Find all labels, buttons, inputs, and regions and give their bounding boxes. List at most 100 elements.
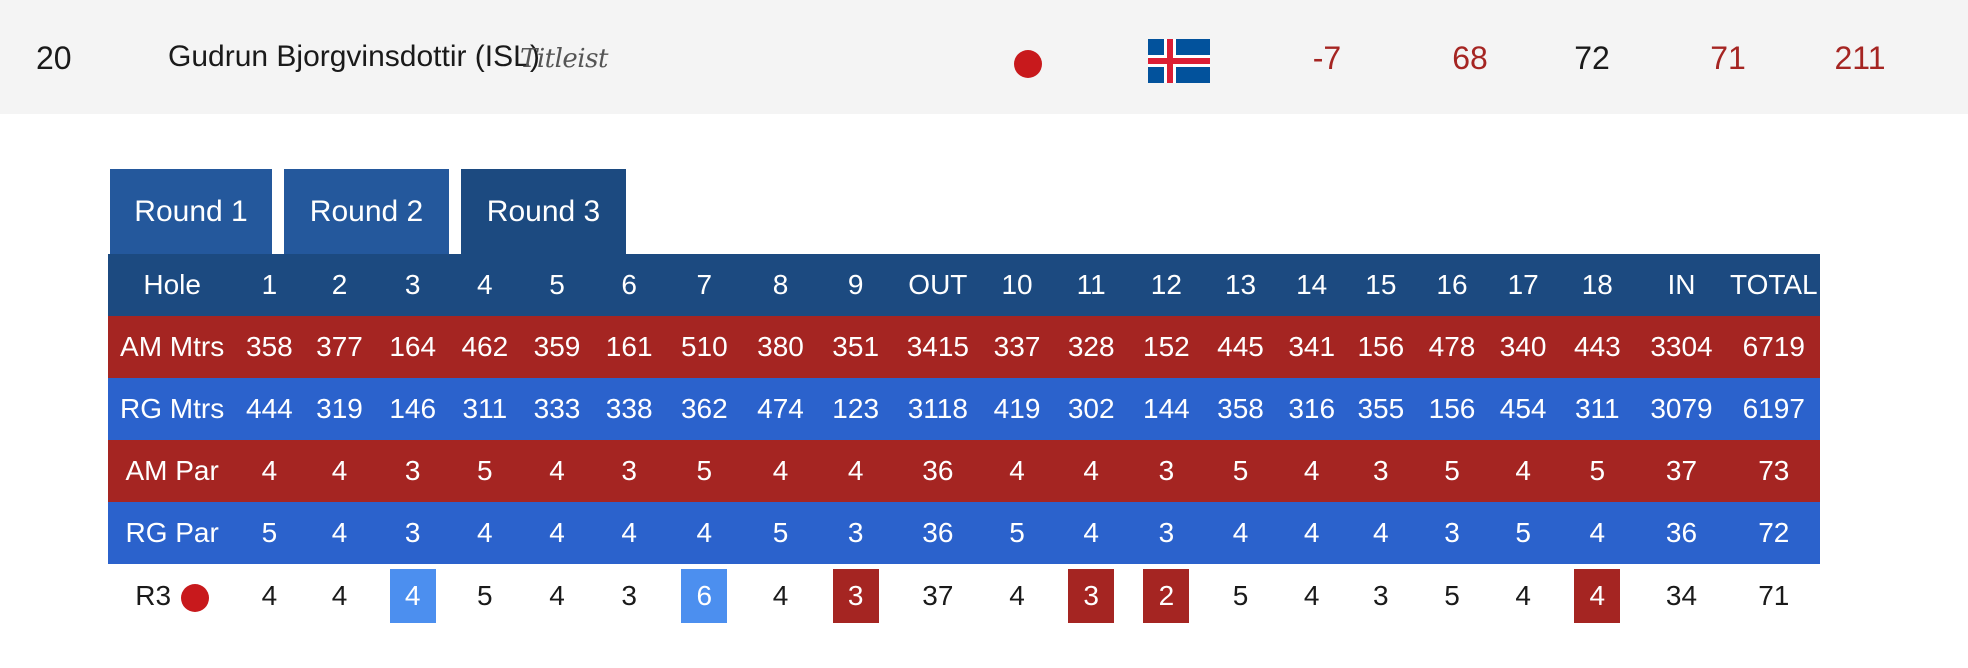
- scorecard-cell: 340: [1487, 316, 1560, 378]
- tab-round-3[interactable]: Round 3: [461, 169, 626, 254]
- over-par-score: 4: [389, 569, 436, 623]
- scorecard-cell: 3118: [893, 378, 982, 440]
- scorecard-cell: 319: [302, 378, 377, 440]
- under-par-score: 4: [1574, 569, 1621, 623]
- scorecard-cell: 164: [376, 316, 449, 378]
- scorecard-cell: OUT: [893, 254, 982, 316]
- player-summary-row[interactable]: 20 Gudrun Bjorgvinsdottir (ISL) Titleist…: [0, 0, 1968, 114]
- score-value: 4: [331, 580, 348, 611]
- row-label: AM Par: [108, 440, 237, 502]
- scorecard-cell: 73: [1727, 440, 1820, 502]
- scorecard-cell: 3: [1130, 502, 1203, 564]
- score-cell: 4: [1559, 564, 1636, 628]
- scorecard-cell: 5: [1487, 502, 1560, 564]
- score-cell: 4: [302, 564, 377, 628]
- score-cell: 5: [1416, 564, 1488, 628]
- score-cell: 3: [593, 564, 666, 628]
- scorecard-cell: 4: [1052, 502, 1131, 564]
- tab-round-2[interactable]: Round 2: [284, 169, 449, 254]
- scorecard-cell: 359: [520, 316, 594, 378]
- score-value: 5: [1232, 580, 1249, 611]
- scorecard-cell: 144: [1130, 378, 1203, 440]
- row-label: RG Mtrs: [108, 378, 237, 440]
- scorecard-cell: 16: [1416, 254, 1488, 316]
- scorecard-cell: 6: [593, 254, 666, 316]
- scorecard-cell: 146: [376, 378, 449, 440]
- score-value: 5: [1444, 580, 1460, 611]
- score-value: 71: [1758, 580, 1790, 611]
- score-cell: 37: [893, 564, 982, 628]
- scorecard-cell: 4: [520, 440, 594, 502]
- score-cell: 34: [1635, 564, 1728, 628]
- scorecard-cell: 8: [743, 254, 818, 316]
- score-cell: 4: [1278, 564, 1345, 628]
- scorecard-cell: 13: [1202, 254, 1279, 316]
- scorecard-cell: 17: [1487, 254, 1560, 316]
- scorecard-cell: 3: [1344, 440, 1417, 502]
- scorecard-cell: 36: [1635, 502, 1728, 564]
- score-value: 4: [261, 580, 278, 611]
- player-name[interactable]: Gudrun Bjorgvinsdottir (ISL): [168, 40, 540, 73]
- score-cell: 3: [1344, 564, 1417, 628]
- scorecard-cell: 6197: [1727, 378, 1820, 440]
- round-label: R3: [135, 580, 172, 611]
- scorecard-cell: 380: [743, 316, 818, 378]
- sponsor-logo: Titleist: [520, 44, 608, 74]
- score-cell: 71: [1727, 564, 1820, 628]
- scorecard-cell: 4: [1344, 502, 1417, 564]
- scorecard-cell: 4: [1559, 502, 1636, 564]
- scorecard-cell: 454: [1487, 378, 1560, 440]
- scorecard-cell: 4: [1487, 440, 1560, 502]
- under-par-score: 3: [832, 569, 879, 623]
- score-cell: 6: [665, 564, 744, 628]
- tab-round-1[interactable]: Round 1: [110, 169, 272, 254]
- scorecard-cell: IN: [1635, 254, 1728, 316]
- scorecard-cell: 3079: [1635, 378, 1728, 440]
- scorecard-cell: 18: [1559, 254, 1636, 316]
- score-cell: 4: [520, 564, 594, 628]
- scorecard-cell: 3: [593, 440, 666, 502]
- scorecard-cell: 5: [520, 254, 594, 316]
- score-cell: 3: [817, 564, 894, 628]
- scorecard-row-am-mtrs: AM Mtrs 358 377 164 462 359 161 510 380 351 3415 33…: [108, 316, 1820, 378]
- scorecard-cell: 445: [1202, 316, 1279, 378]
- scorecard-cell: 161: [593, 316, 666, 378]
- scorecard-cell: 4: [593, 502, 666, 564]
- round-1-score: 68: [1452, 40, 1488, 76]
- score-cell: 2: [1130, 564, 1203, 628]
- score-value: 5: [477, 580, 493, 611]
- scorecard-cell: 11: [1052, 254, 1131, 316]
- score-value: 37: [922, 580, 954, 611]
- to-par-score: -7: [1312, 40, 1342, 76]
- scorecard-row-rg-par: RG Par 5 4 3 4 4 4 4 5 3 36 5 4 3 4 4 4 3 5 4 36 72: [108, 502, 1820, 564]
- scorecard-cell: 5: [448, 440, 521, 502]
- scorecard-cell: 7: [665, 254, 744, 316]
- scorecard-cell: 5: [981, 502, 1053, 564]
- scorecard-cell: 333: [520, 378, 594, 440]
- scorecard-cell: 123: [817, 378, 894, 440]
- scorecard-cell: 358: [1202, 378, 1279, 440]
- scorecard-cell: 4: [448, 254, 521, 316]
- scorecard-cell: 3: [376, 440, 449, 502]
- player-position: 20: [36, 40, 72, 76]
- score-cell: 4: [1487, 564, 1560, 628]
- scorecard-row-hole: Hole 1 2 3 4 5 6 7 8 9 OUT 10 11 12 13 14 15 16 17 18 IN TOTA…: [108, 254, 1820, 316]
- scorecard-cell: 3415: [893, 316, 982, 378]
- score-cell: 5: [1202, 564, 1279, 628]
- scorecard-cell: 5: [236, 502, 303, 564]
- scorecard-cell: 2: [302, 254, 377, 316]
- scorecard-cell: 4: [520, 502, 594, 564]
- scorecard-cell: 37: [1635, 440, 1728, 502]
- scorecard-cell: 6719: [1727, 316, 1820, 378]
- scorecard-cell: 3: [1130, 440, 1203, 502]
- scorecard-cell: 355: [1344, 378, 1417, 440]
- scorecard-cell: 14: [1278, 254, 1345, 316]
- scorecard-cell: 5: [1559, 440, 1636, 502]
- scorecard-cell: 4: [302, 502, 377, 564]
- iceland-flag-icon: [1148, 39, 1210, 83]
- round-3-score: 71: [1710, 40, 1746, 76]
- row-label: AM Mtrs: [108, 316, 237, 378]
- score-value: 34: [1665, 580, 1698, 611]
- scorecard-cell: 474: [743, 378, 818, 440]
- scorecard-cell: 443: [1559, 316, 1636, 378]
